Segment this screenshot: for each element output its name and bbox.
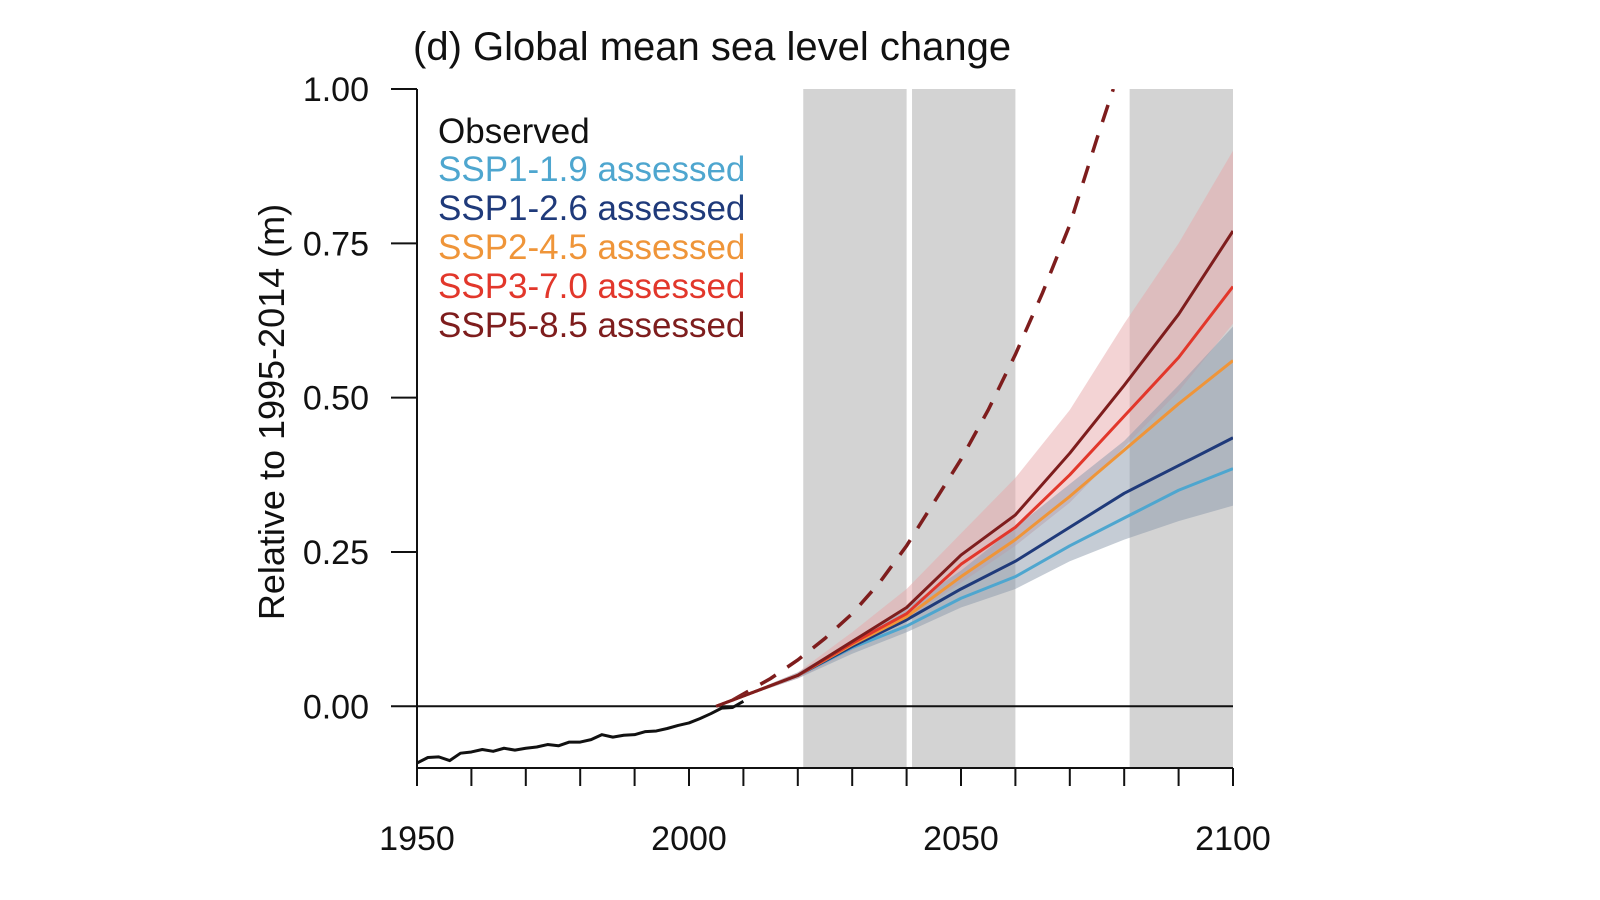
y-tick-label: 0.50 [303,380,369,418]
legend-entry-observed: Observed [438,112,590,151]
y-tick-label: 0.00 [303,688,369,726]
series-line [715,230,1233,708]
legend-entry: SSP1-2.6 assessed [438,189,745,228]
legend-entry: SSP1-1.9 assessed [438,150,745,189]
legend-entry: SSP3-7.0 assessed [438,267,745,306]
shaded-period [912,89,1016,768]
x-tick-label: 2100 [1195,820,1271,858]
chart-title: (d) Global mean sea level change [413,25,1011,69]
axes: 0.00 0.25 0.50 0.75 1.00 1950 2000 2050 2100 [303,71,1271,858]
x-tick-label: 2000 [651,820,727,858]
y-axis-label: Relative to 1995-2014 (m) [251,204,292,620]
y-tick-label: 0.75 [303,225,369,263]
series-lines [417,89,1233,765]
legend-entry: SSP2-4.5 assessed [438,228,745,267]
range-band [716,150,1233,707]
observed-line [417,700,745,765]
x-tick-label: 1950 [379,820,455,858]
legend-entry: SSP5-8.5 assessed [438,306,745,345]
y-tick-label: 0.25 [303,534,369,572]
y-tick-label: 1.00 [303,71,369,109]
shaded-period [803,89,907,768]
x-tick-label: 2050 [923,820,999,858]
